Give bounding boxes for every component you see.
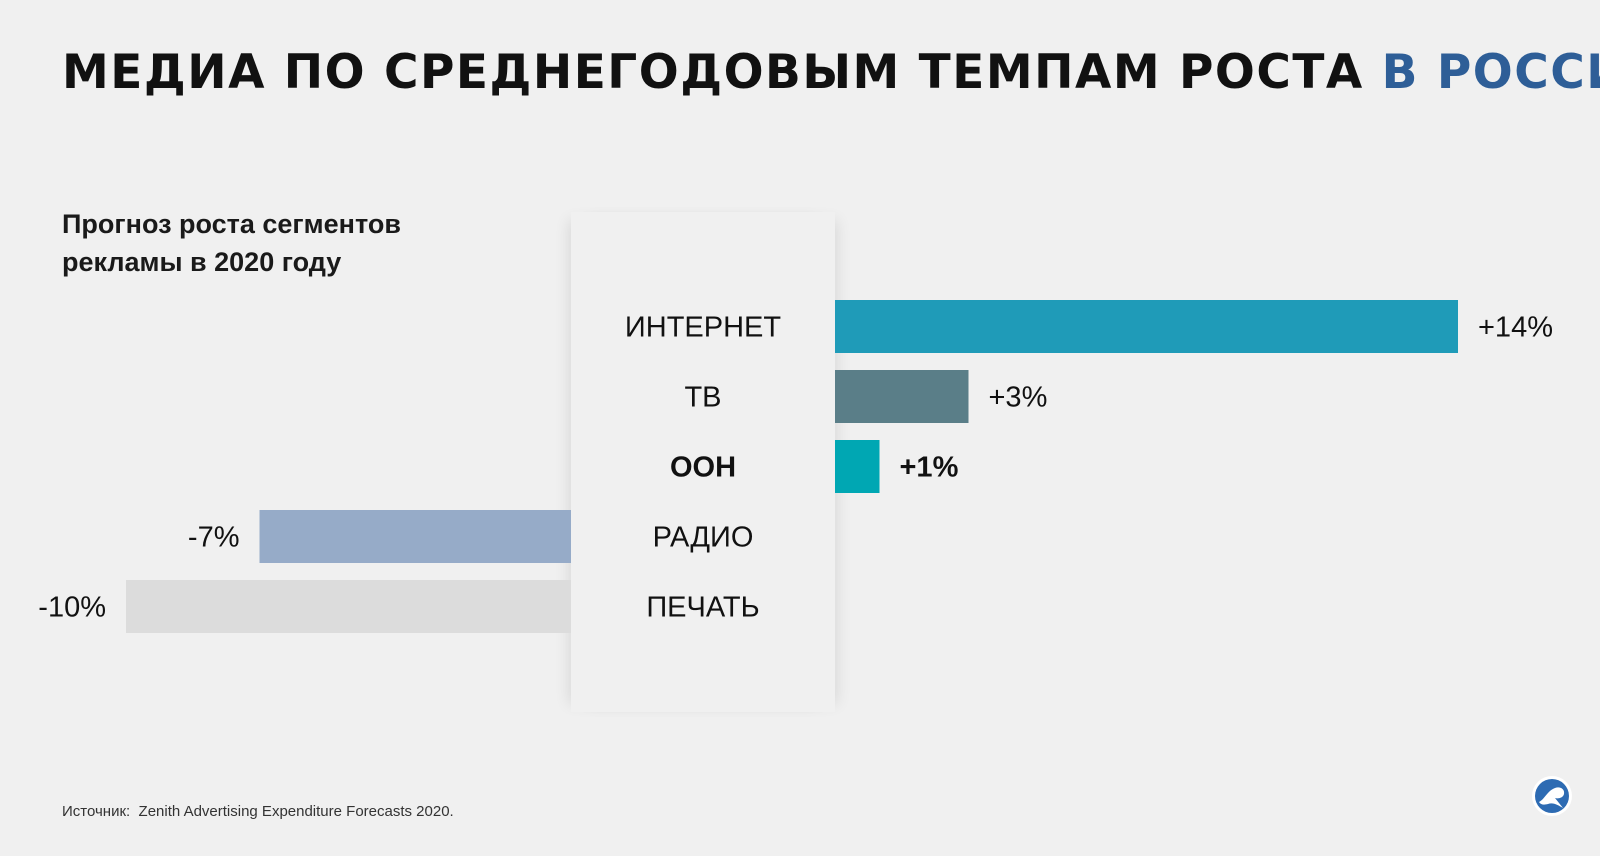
category-label-3: РАДИО xyxy=(653,522,754,554)
chart-title-accent: В РОССИИ xyxy=(1381,45,1600,100)
bar-3 xyxy=(259,510,571,563)
bar-1 xyxy=(835,370,969,423)
category-label-panel xyxy=(571,212,835,712)
value-label-4: -10% xyxy=(38,592,106,624)
category-label-2: OOH xyxy=(670,452,736,484)
rbc-logo-icon xyxy=(1532,776,1572,816)
value-label-1: +3% xyxy=(989,382,1048,414)
chart-subtitle: Прогноз роста сегментов рекламы в 2020 г… xyxy=(62,209,401,277)
category-label-1: ТВ xyxy=(684,382,721,414)
bar-2 xyxy=(835,440,880,493)
bar-0 xyxy=(835,300,1458,353)
value-label-3: -7% xyxy=(188,522,240,554)
value-label-2: +1% xyxy=(900,452,959,484)
category-label-0: ИНТЕРНЕТ xyxy=(625,312,781,344)
bar-4 xyxy=(126,580,571,633)
category-label-4: ПЕЧАТЬ xyxy=(646,592,759,624)
value-label-0: +14% xyxy=(1478,312,1553,344)
chart-title: МЕДИА ПО СРЕДНЕГОДОВЫМ ТЕМПАМ РОСТА В РО… xyxy=(62,42,1600,104)
chart-title-main: МЕДИА ПО СРЕДНЕГОДОВЫМ ТЕМПАМ РОСТА xyxy=(62,45,1364,100)
source-note: Источник: Zenith Advertising Expenditure… xyxy=(62,803,454,820)
